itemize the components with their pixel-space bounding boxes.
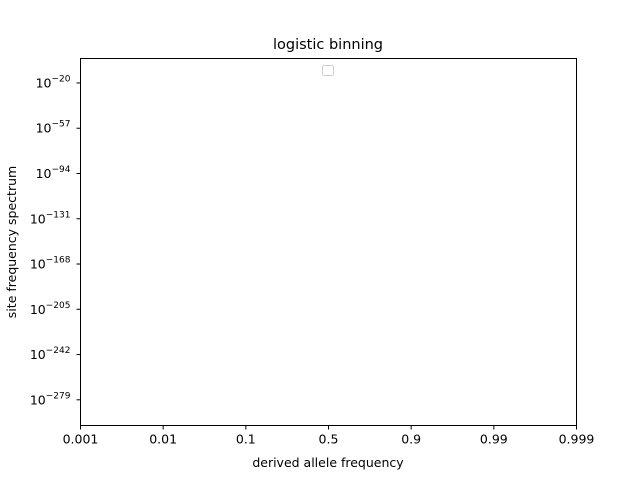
y-tick-label: 10−205 — [30, 301, 71, 317]
axes-frame — [80, 58, 577, 426]
x-tick-label: 0.001 — [63, 432, 99, 447]
x-tick-label: 0.999 — [559, 432, 595, 447]
y-tick-label: 10−20 — [36, 74, 71, 90]
x-tick-label: 0.1 — [236, 432, 256, 447]
x-tick-label: 0.9 — [401, 432, 421, 447]
y-axis-label: site frequency spectrum — [4, 166, 19, 318]
y-tick-label: 10−57 — [36, 120, 71, 136]
x-tick-label: 0.99 — [480, 432, 508, 447]
legend-box — [322, 65, 334, 76]
x-tick-label: 0.01 — [149, 432, 177, 447]
y-tick-label: 10−279 — [30, 391, 71, 407]
y-tick-label: 10−242 — [30, 346, 71, 362]
chart-title: logistic binning — [273, 37, 383, 53]
y-tick-label: 10−131 — [30, 210, 71, 226]
x-tick-label: 0.5 — [319, 432, 339, 447]
x-axis: 0.001 0.01 0.1 0.5 0.9 0.99 0.999 — [63, 425, 595, 447]
y-tick-label: 10−94 — [36, 165, 71, 181]
y-axis: 10−20 10−57 10−94 10−131 10−168 10−205 10−242 1… — [30, 74, 81, 407]
plot-area — [80, 58, 577, 426]
y-tick-label: 10−168 — [30, 256, 71, 272]
x-axis-label: derived allele frequency — [252, 455, 404, 470]
